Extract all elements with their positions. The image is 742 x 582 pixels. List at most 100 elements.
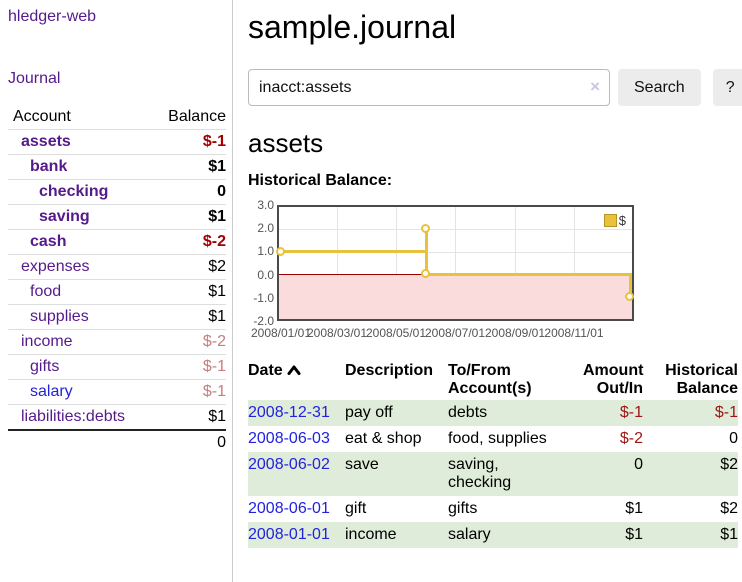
- search-button[interactable]: Search: [618, 69, 701, 106]
- account-balance: $-2: [202, 233, 226, 250]
- historical-balance-chart: 3.0 2.0 1.0 0.0 -1.0 -2.0: [248, 198, 648, 342]
- chart-heading: Historical Balance:: [248, 172, 393, 189]
- transaction-description: gift: [345, 500, 367, 517]
- transaction-date-link[interactable]: 2008-06-02: [248, 456, 330, 473]
- register-row: 2008-06-01 gift gifts $1 $2: [248, 496, 738, 522]
- account-row-liabilities-debts: liabilities:debts $1: [8, 404, 226, 429]
- account-link-checking[interactable]: checking: [39, 183, 109, 200]
- x-tick-label: 2008/07/01: [424, 326, 486, 340]
- data-point-marker: [276, 247, 285, 256]
- account-balance: $1: [208, 308, 226, 325]
- negative-region: [279, 274, 632, 319]
- register-header-row: Date Description To/From Account(s) Amou…: [248, 360, 738, 400]
- transaction-description: eat & shop: [345, 430, 422, 447]
- transaction-amount: $-1: [619, 404, 643, 421]
- transaction-accounts: debts: [448, 404, 488, 421]
- transaction-accounts: salary: [448, 526, 491, 543]
- chart-legend: $: [603, 213, 626, 228]
- account-balance: $1: [208, 283, 226, 300]
- account-link-food[interactable]: food: [30, 283, 62, 300]
- account-link-expenses[interactable]: expenses: [21, 258, 90, 275]
- help-button[interactable]: ?: [712, 69, 742, 106]
- account-link-supplies[interactable]: supplies: [30, 308, 89, 325]
- data-point-marker: [625, 292, 634, 301]
- account-link-liabilities-debts[interactable]: liabilities:debts: [21, 408, 126, 425]
- account-row-assets: assets $-1: [8, 129, 226, 154]
- y-tick-label: 1.0: [257, 244, 274, 258]
- page-title: sample.journal: [248, 9, 457, 45]
- column-header-date[interactable]: Date: [248, 360, 345, 400]
- register-row: 2008-06-03 eat & shop food, supplies $-2…: [248, 426, 738, 452]
- sort-ascending-icon: [287, 362, 301, 380]
- account-balance: 0: [217, 183, 226, 200]
- register-row: 2008-06-02 save saving, checking 0 $2: [248, 452, 738, 496]
- series-line-segment: [425, 273, 632, 276]
- transaction-accounts: saving, checking: [448, 456, 512, 491]
- gridline: [279, 252, 632, 253]
- account-link-gifts[interactable]: gifts: [30, 358, 60, 375]
- account-row-expenses: expenses $2: [8, 254, 226, 279]
- y-tick-label: -1.0: [253, 291, 274, 305]
- account-row-cash: cash $-2: [8, 229, 226, 254]
- account-balance: $1: [208, 158, 226, 175]
- account-row-bank: bank $1: [8, 154, 226, 179]
- series-line-segment: [629, 273, 632, 298]
- account-table-total-row: 0: [8, 429, 226, 454]
- gridline: [396, 207, 397, 319]
- transaction-description: save: [345, 456, 379, 473]
- total-balance: 0: [217, 433, 226, 451]
- series-line-segment: [279, 250, 428, 253]
- transaction-amount: 0: [634, 456, 643, 473]
- x-tick-label: 2008/03/01: [306, 326, 368, 340]
- brand-link[interactable]: hledger-web: [8, 8, 97, 25]
- transaction-balance: $1: [720, 526, 738, 543]
- account-row-salary: salary $-1: [8, 379, 226, 404]
- gridline: [515, 207, 516, 319]
- account-balance: $-1: [202, 358, 226, 375]
- transaction-date-link[interactable]: 2008-06-03: [248, 430, 330, 447]
- account-row-gifts: gifts $-1: [8, 354, 226, 379]
- y-tick-label: 0.0: [257, 268, 274, 282]
- search-form: × Search ?: [248, 69, 742, 106]
- account-balance: $2: [208, 258, 226, 275]
- account-link-assets[interactable]: assets: [21, 133, 71, 150]
- sidebar-item-journal[interactable]: Journal: [8, 70, 61, 87]
- transaction-date-link[interactable]: 2008-06-01: [248, 500, 330, 517]
- data-point-marker: [421, 224, 430, 233]
- transaction-description: pay off: [345, 404, 393, 421]
- transaction-amount: $-2: [619, 430, 643, 447]
- account-link-cash[interactable]: cash: [30, 233, 67, 250]
- account-link-income[interactable]: income: [21, 333, 73, 350]
- x-tick-label: 2008/05/01: [365, 326, 427, 340]
- transaction-date-link[interactable]: 2008-12-31: [248, 404, 330, 421]
- x-tick-label: 2008/11/01: [544, 326, 604, 340]
- transaction-date-link[interactable]: 2008-01-01: [248, 526, 330, 543]
- column-header-amount: Amount Out/In: [583, 362, 644, 397]
- account-row-checking: checking 0: [8, 179, 226, 204]
- column-header-balance: Historical Balance: [665, 362, 738, 397]
- account-link-bank[interactable]: bank: [30, 158, 68, 175]
- account-link-saving[interactable]: saving: [39, 208, 90, 225]
- register-row: 2008-12-31 pay off debts $-1 $-1: [248, 400, 738, 426]
- transaction-balance: $2: [720, 456, 738, 473]
- clear-search-icon[interactable]: ×: [590, 77, 600, 96]
- search-input[interactable]: [248, 69, 610, 106]
- account-balance: $1: [208, 408, 226, 425]
- x-tick-label: 2008/09/01: [484, 326, 546, 340]
- column-header-tofrom: To/From Account(s): [448, 362, 532, 397]
- gridline: [337, 207, 338, 319]
- y-tick-label: -2.0: [253, 314, 274, 328]
- legend-label: $: [618, 213, 626, 228]
- account-balance: $1: [208, 208, 226, 225]
- transaction-accounts: gifts: [448, 500, 478, 517]
- account-row-income: income $-2: [8, 329, 226, 354]
- transaction-balance: $2: [720, 500, 738, 517]
- transaction-amount: $1: [625, 526, 643, 543]
- account-link-salary[interactable]: salary: [30, 383, 73, 400]
- data-point-marker: [421, 269, 430, 278]
- gridline: [574, 207, 575, 319]
- x-tick-label: 2008/01/01: [250, 326, 312, 340]
- account-row-saving: saving $1: [8, 204, 226, 229]
- account-row-food: food $1: [8, 279, 226, 304]
- gridline: [455, 207, 456, 319]
